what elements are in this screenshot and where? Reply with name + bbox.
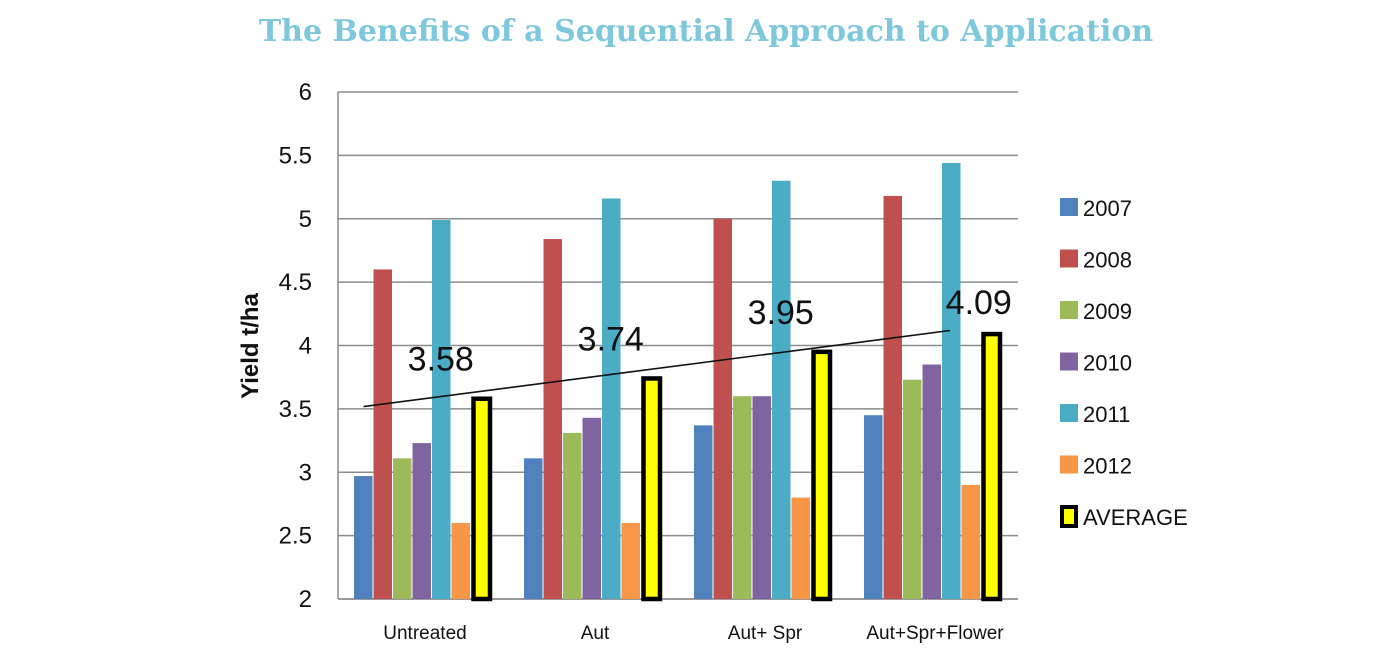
- average-data-label: 4.09: [946, 284, 1012, 322]
- legend-label: 2008: [1083, 248, 1132, 273]
- legend-swatch: [1060, 455, 1078, 474]
- bar-2008: [373, 269, 392, 599]
- x-category-label: Untreated: [383, 623, 466, 644]
- y-tick-label: 3: [299, 459, 312, 486]
- bar-average: [471, 396, 493, 602]
- x-category-label: Aut: [581, 623, 610, 644]
- bar-2008: [883, 195, 902, 599]
- bar-2009: [563, 432, 582, 599]
- y-tick-label: 2: [299, 586, 312, 613]
- bar-2009: [733, 396, 752, 599]
- x-category-label: Aut+Spr+Flower: [866, 623, 1004, 644]
- y-axis-label: Yield t/ha: [237, 292, 264, 398]
- trendline: [363, 329, 951, 408]
- bar-2011: [772, 180, 791, 599]
- bar-2009: [903, 379, 922, 599]
- chart-title: The Benefits of a Sequential Approach to…: [258, 14, 1154, 49]
- legend-swatch: [1060, 249, 1078, 268]
- y-tick-label: 5.5: [279, 142, 312, 169]
- bar-average: [811, 349, 833, 602]
- average-data-label: 3.58: [408, 341, 474, 379]
- bar-2008: [713, 218, 732, 599]
- legend-label: 2007: [1083, 196, 1132, 221]
- legend-swatch: [1060, 198, 1078, 216]
- bar-2010: [922, 364, 941, 599]
- bar-2007: [864, 415, 883, 599]
- bar-2012: [451, 522, 470, 599]
- legend-swatch: [1060, 352, 1078, 371]
- legend-label: 2011: [1083, 402, 1130, 427]
- y-tick-label: 6: [299, 79, 312, 106]
- y-tick-label: 3.5: [279, 396, 312, 423]
- x-category-label: Aut+ Spr: [728, 623, 803, 644]
- bar-2011: [432, 220, 451, 599]
- average-data-label: 3.74: [578, 320, 644, 358]
- bar-average: [641, 376, 663, 602]
- bar-2009: [393, 458, 412, 599]
- legend-label: 2012: [1083, 454, 1132, 479]
- bar-2007: [524, 458, 543, 599]
- bar-2012: [621, 522, 640, 599]
- bar-2012: [791, 497, 810, 599]
- bar-2010: [752, 396, 771, 599]
- bar-2011: [602, 198, 621, 599]
- bar-2012: [961, 484, 980, 599]
- bars: [354, 162, 1003, 602]
- bar-2010: [412, 443, 431, 599]
- labels: 6 5.5 5 4.5 4 3.5 3 2.5 2 Yield t/ha Untreated Aut A…: [237, 79, 1012, 644]
- y-tick-label: 2.5: [279, 523, 312, 550]
- bar-2007: [354, 476, 373, 599]
- legend-label: AVERAGE: [1083, 505, 1188, 530]
- legend-swatch: [1060, 301, 1078, 319]
- legend-swatch: [1060, 404, 1078, 422]
- legend-label: 2009: [1083, 299, 1132, 324]
- y-tick-label: 4: [299, 333, 312, 360]
- bar-2010: [582, 417, 601, 599]
- average-data-label: 3.95: [748, 294, 814, 332]
- legend-label: 2010: [1083, 351, 1132, 376]
- bar-2011: [942, 162, 961, 600]
- legend: 2007 2008 2009 2010 2011 2012 AVERAGE: [1060, 196, 1188, 530]
- bar-average: [981, 331, 1003, 602]
- y-tick-label: 4.5: [279, 269, 312, 296]
- y-tick-label: 5: [299, 206, 312, 233]
- bar-2007: [694, 425, 713, 599]
- bar-2008: [543, 239, 562, 599]
- legend-swatch: [1060, 505, 1078, 528]
